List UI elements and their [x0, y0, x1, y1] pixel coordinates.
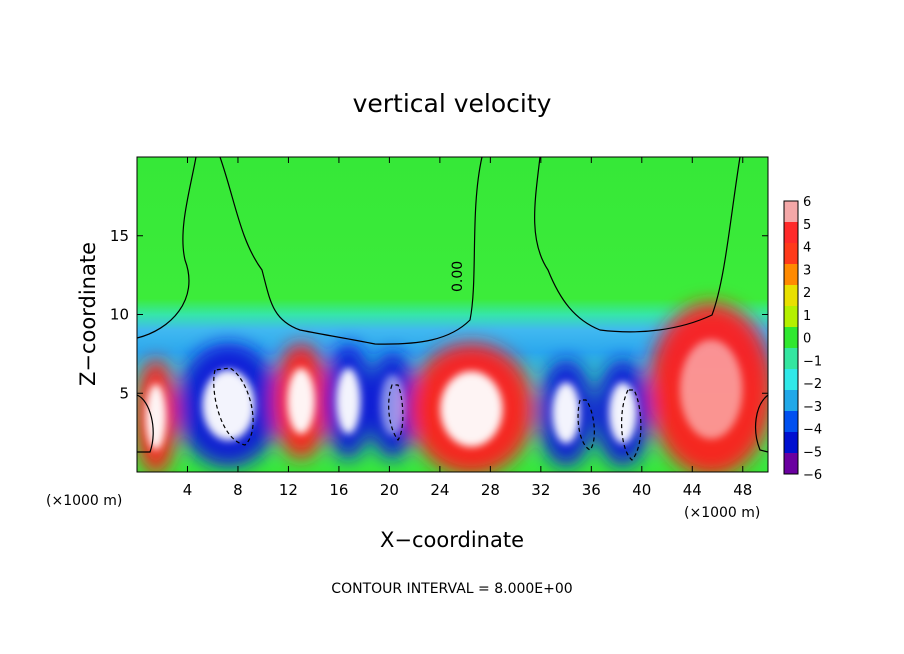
velocity-core-1: [145, 383, 167, 450]
x-tick-label: 44: [683, 481, 702, 499]
contour-zero-upper: [137, 157, 483, 345]
x-tick-label: 40: [632, 481, 651, 499]
x-tick-label: 20: [380, 481, 399, 499]
colorbar-swatch: [784, 264, 798, 286]
colorbar: 6 5 4 3 2 1 0 −1 −2 −3 −4 −5 −6: [783, 195, 822, 483]
colorbar-swatch: [784, 306, 798, 328]
velocity-core-8: [608, 382, 637, 444]
colorbar-tick-label: −4: [803, 423, 822, 438]
colorbar-swatch: [784, 222, 798, 244]
velocity-core-9: [679, 339, 743, 439]
velocity-core-3: [287, 368, 315, 435]
colorbar-swatch: [784, 327, 798, 349]
colorbar-tick-label: 4: [803, 241, 811, 256]
x-unit-right: (×1000 m): [684, 505, 760, 521]
colorbar-tick-label: 1: [803, 309, 811, 324]
x-tick-label: 16: [329, 481, 348, 499]
colorbar-frame: [783, 200, 799, 475]
x-tick-label: 4: [183, 481, 193, 499]
x-tick-label: 36: [582, 481, 601, 499]
colorbar-swatch: [784, 390, 798, 412]
colorbar-swatch: [784, 285, 798, 307]
contour-edge-left: [137, 394, 154, 453]
colorbar-tick-label: 2: [803, 286, 811, 301]
velocity-core-5: [380, 374, 405, 436]
colorbar-tick-label: 0: [803, 332, 811, 347]
x-tick-label: 32: [531, 481, 550, 499]
velocity-core-6: [440, 371, 503, 447]
colorbar-tick-label: −5: [803, 445, 822, 460]
colorbar-swatch: [784, 432, 798, 454]
y-tick-label: 5: [119, 384, 129, 402]
colorbar-swatch: [784, 201, 798, 223]
colorbar-tick-label: −1: [803, 354, 822, 369]
velocity-core-7: [552, 382, 580, 444]
x-axis-label: X−coordinate: [380, 528, 524, 552]
colorbar-tick-label: 3: [803, 263, 811, 278]
colorbar-swatch: [784, 243, 798, 265]
colorbar-tick-label: 5: [803, 218, 811, 233]
contour-lines: [137, 157, 768, 461]
contour-label: 0.00: [450, 261, 466, 292]
x-tick-label: 12: [279, 481, 298, 499]
velocity-core-2: [202, 369, 255, 441]
x-tick-label: 8: [233, 481, 243, 499]
footer-contour-interval: CONTOUR INTERVAL = 8.000E+00: [331, 581, 572, 597]
colorbar-swatch: [784, 348, 798, 370]
x-tick-label: 48: [733, 481, 752, 499]
colorbar-tick-label: −6: [803, 468, 822, 483]
contour-zero-right: [534, 157, 741, 333]
x-axis: 4 8 12 16 20 24 28 32 36 40 44 48: [183, 157, 752, 499]
y-axis-label: Z−coordinate: [76, 242, 100, 386]
velocity-core-4: [336, 368, 361, 435]
colorbar-swatch: [784, 453, 798, 475]
y-tick-label: 10: [110, 306, 129, 324]
contour-edge-right: [754, 394, 768, 453]
contour-inner-center: [388, 384, 404, 442]
contour-inner-right: [577, 389, 642, 461]
colorbar-tick-label: −2: [803, 377, 822, 392]
colorbar-swatch: [784, 411, 798, 433]
chart-title: vertical velocity: [353, 89, 552, 118]
x-unit-left: (×1000 m): [46, 493, 122, 509]
colorbar-swatch: [784, 369, 798, 391]
colorbar-tick-label: −3: [803, 400, 822, 415]
velocity-cores: [145, 339, 743, 450]
contour-inner-left: [213, 367, 254, 446]
x-tick-label: 24: [430, 481, 449, 499]
x-tick-label: 28: [481, 481, 500, 499]
plot-area: 0.00: [137, 157, 768, 472]
y-axis: 5 10 15: [110, 227, 768, 402]
y-tick-label: 15: [110, 227, 129, 245]
colorbar-tick-label: 6: [803, 195, 811, 210]
